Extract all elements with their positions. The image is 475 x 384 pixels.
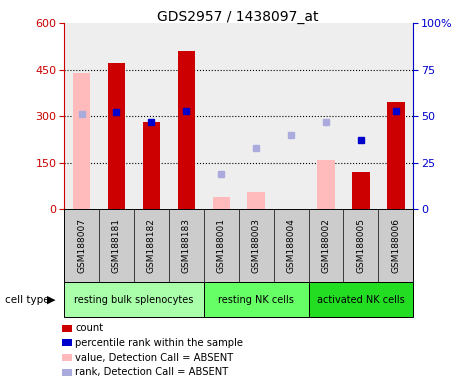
Text: GSM188004: GSM188004 bbox=[286, 218, 295, 273]
Text: activated NK cells: activated NK cells bbox=[317, 295, 405, 305]
Text: resting NK cells: resting NK cells bbox=[218, 295, 294, 305]
Text: value, Detection Call = ABSENT: value, Detection Call = ABSENT bbox=[75, 353, 233, 362]
Text: GSM188183: GSM188183 bbox=[182, 218, 191, 273]
Text: GDS2957 / 1438097_at: GDS2957 / 1438097_at bbox=[157, 10, 318, 23]
Text: GSM188182: GSM188182 bbox=[147, 218, 156, 273]
Bar bbox=[108, 63, 125, 209]
Text: ▶: ▶ bbox=[47, 295, 55, 305]
Bar bbox=[73, 73, 90, 209]
Bar bbox=[317, 160, 335, 209]
Bar bbox=[212, 197, 230, 209]
Text: GSM188003: GSM188003 bbox=[252, 218, 261, 273]
Text: GSM188005: GSM188005 bbox=[356, 218, 365, 273]
Text: resting bulk splenocytes: resting bulk splenocytes bbox=[74, 295, 194, 305]
Text: GSM188001: GSM188001 bbox=[217, 218, 226, 273]
Bar bbox=[352, 172, 370, 209]
Text: percentile rank within the sample: percentile rank within the sample bbox=[75, 338, 243, 348]
Text: GSM188007: GSM188007 bbox=[77, 218, 86, 273]
Text: count: count bbox=[75, 323, 103, 333]
Text: cell type: cell type bbox=[5, 295, 49, 305]
Text: rank, Detection Call = ABSENT: rank, Detection Call = ABSENT bbox=[75, 367, 228, 377]
Text: GSM188181: GSM188181 bbox=[112, 218, 121, 273]
Text: GSM188002: GSM188002 bbox=[322, 218, 331, 273]
Text: GSM188006: GSM188006 bbox=[391, 218, 400, 273]
Bar bbox=[387, 102, 405, 209]
Bar bbox=[247, 192, 265, 209]
Bar bbox=[178, 51, 195, 209]
Bar bbox=[142, 122, 160, 209]
